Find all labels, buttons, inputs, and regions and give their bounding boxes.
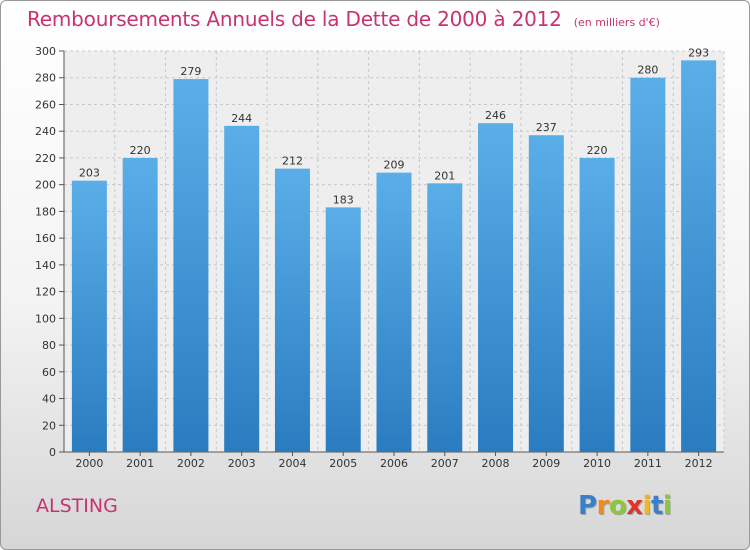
x-tick-label: 2001	[126, 457, 154, 470]
y-tick-label: 160	[35, 232, 56, 245]
bar-value-label: 279	[180, 65, 201, 78]
logo-letter: r	[596, 491, 610, 521]
x-tick-label: 2004	[278, 457, 306, 470]
y-tick-label: 220	[35, 152, 56, 165]
x-tick-label: 2009	[532, 457, 560, 470]
logo-letter: P	[578, 491, 597, 521]
bar	[630, 77, 666, 452]
proxiti-logo: Proxiti	[578, 491, 672, 521]
chart-title: Remboursements Annuels de la Dette de 20…	[27, 7, 660, 31]
logo-letter: i	[662, 491, 672, 521]
y-tick-label: 240	[35, 125, 56, 138]
bar-value-label: 220	[587, 144, 608, 157]
y-tick-label: 280	[35, 72, 56, 85]
y-tick-label: 200	[35, 179, 56, 192]
bar-value-label: 183	[333, 193, 354, 206]
bar-value-label: 246	[485, 109, 506, 122]
bar-value-label: 237	[536, 121, 557, 134]
y-tick-label: 80	[42, 339, 56, 352]
bar	[528, 135, 564, 452]
bar	[224, 125, 260, 452]
bar	[325, 207, 361, 452]
chart-unit: (en milliers d'€)	[573, 16, 660, 29]
bar	[427, 183, 463, 452]
bar-value-label: 201	[434, 169, 455, 182]
commune-name: ALSTING	[36, 495, 118, 517]
bar	[376, 172, 412, 453]
bar-value-label: 244	[231, 112, 252, 125]
x-tick-label: 2005	[329, 457, 357, 470]
bar-value-label: 212	[282, 155, 303, 168]
y-tick-label: 120	[35, 286, 56, 299]
y-tick-label: 140	[35, 259, 56, 272]
bar	[274, 168, 310, 453]
bar	[681, 60, 717, 453]
bar-value-label: 203	[79, 167, 100, 180]
bar-value-label: 280	[637, 64, 658, 77]
bar	[122, 157, 158, 452]
bar-value-label: 293	[688, 46, 709, 59]
logo-letter: o	[608, 491, 627, 521]
y-tick-label: 60	[42, 366, 56, 379]
y-tick-label: 300	[35, 45, 56, 58]
x-tick-label: 2000	[75, 457, 103, 470]
x-tick-label: 2011	[634, 457, 662, 470]
y-tick-label: 260	[35, 98, 56, 111]
bar	[173, 79, 209, 452]
x-tick-label: 2006	[380, 457, 408, 470]
x-tick-label: 2002	[177, 457, 205, 470]
y-tick-label: 180	[35, 205, 56, 218]
y-tick-label: 100	[35, 312, 56, 325]
logo-letter: i	[642, 491, 652, 521]
logo-letter: x	[626, 491, 643, 521]
y-tick-label: 20	[42, 419, 56, 432]
bar-value-label: 220	[130, 144, 151, 157]
chart-title-text: Remboursements Annuels de la Dette de 20…	[27, 7, 562, 31]
y-tick-label: 0	[49, 446, 56, 459]
x-tick-label: 2008	[482, 457, 510, 470]
logo-letter: t	[650, 491, 663, 521]
x-tick-label: 2007	[431, 457, 459, 470]
bar	[71, 180, 107, 452]
x-tick-label: 2012	[685, 457, 713, 470]
bar	[478, 123, 514, 453]
bar-value-label: 209	[384, 159, 405, 172]
x-tick-label: 2010	[583, 457, 611, 470]
x-tick-label: 2003	[228, 457, 256, 470]
bar	[579, 157, 615, 452]
y-tick-label: 40	[42, 393, 56, 406]
